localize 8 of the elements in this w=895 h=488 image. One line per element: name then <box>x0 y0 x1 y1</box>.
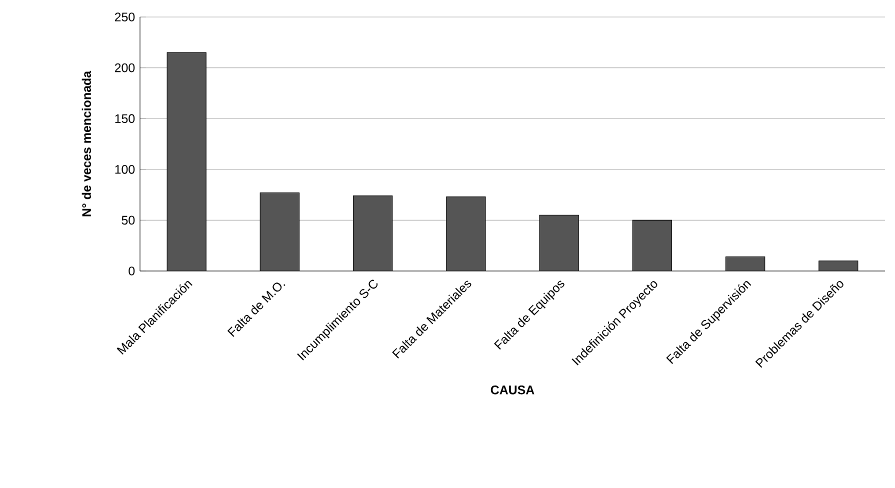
x-axis-title: CAUSA <box>490 386 534 394</box>
y-tick-label: 100 <box>115 164 135 174</box>
y-tick-label: 50 <box>122 216 135 225</box>
y-tick-label: 150 <box>115 114 135 124</box>
y-tick-label: 0 <box>128 266 135 276</box>
y-tick-label: 250 <box>114 12 135 22</box>
y-tick-label: 200 <box>114 63 135 72</box>
y-axis-title: N° de veces mencionada <box>82 70 92 216</box>
